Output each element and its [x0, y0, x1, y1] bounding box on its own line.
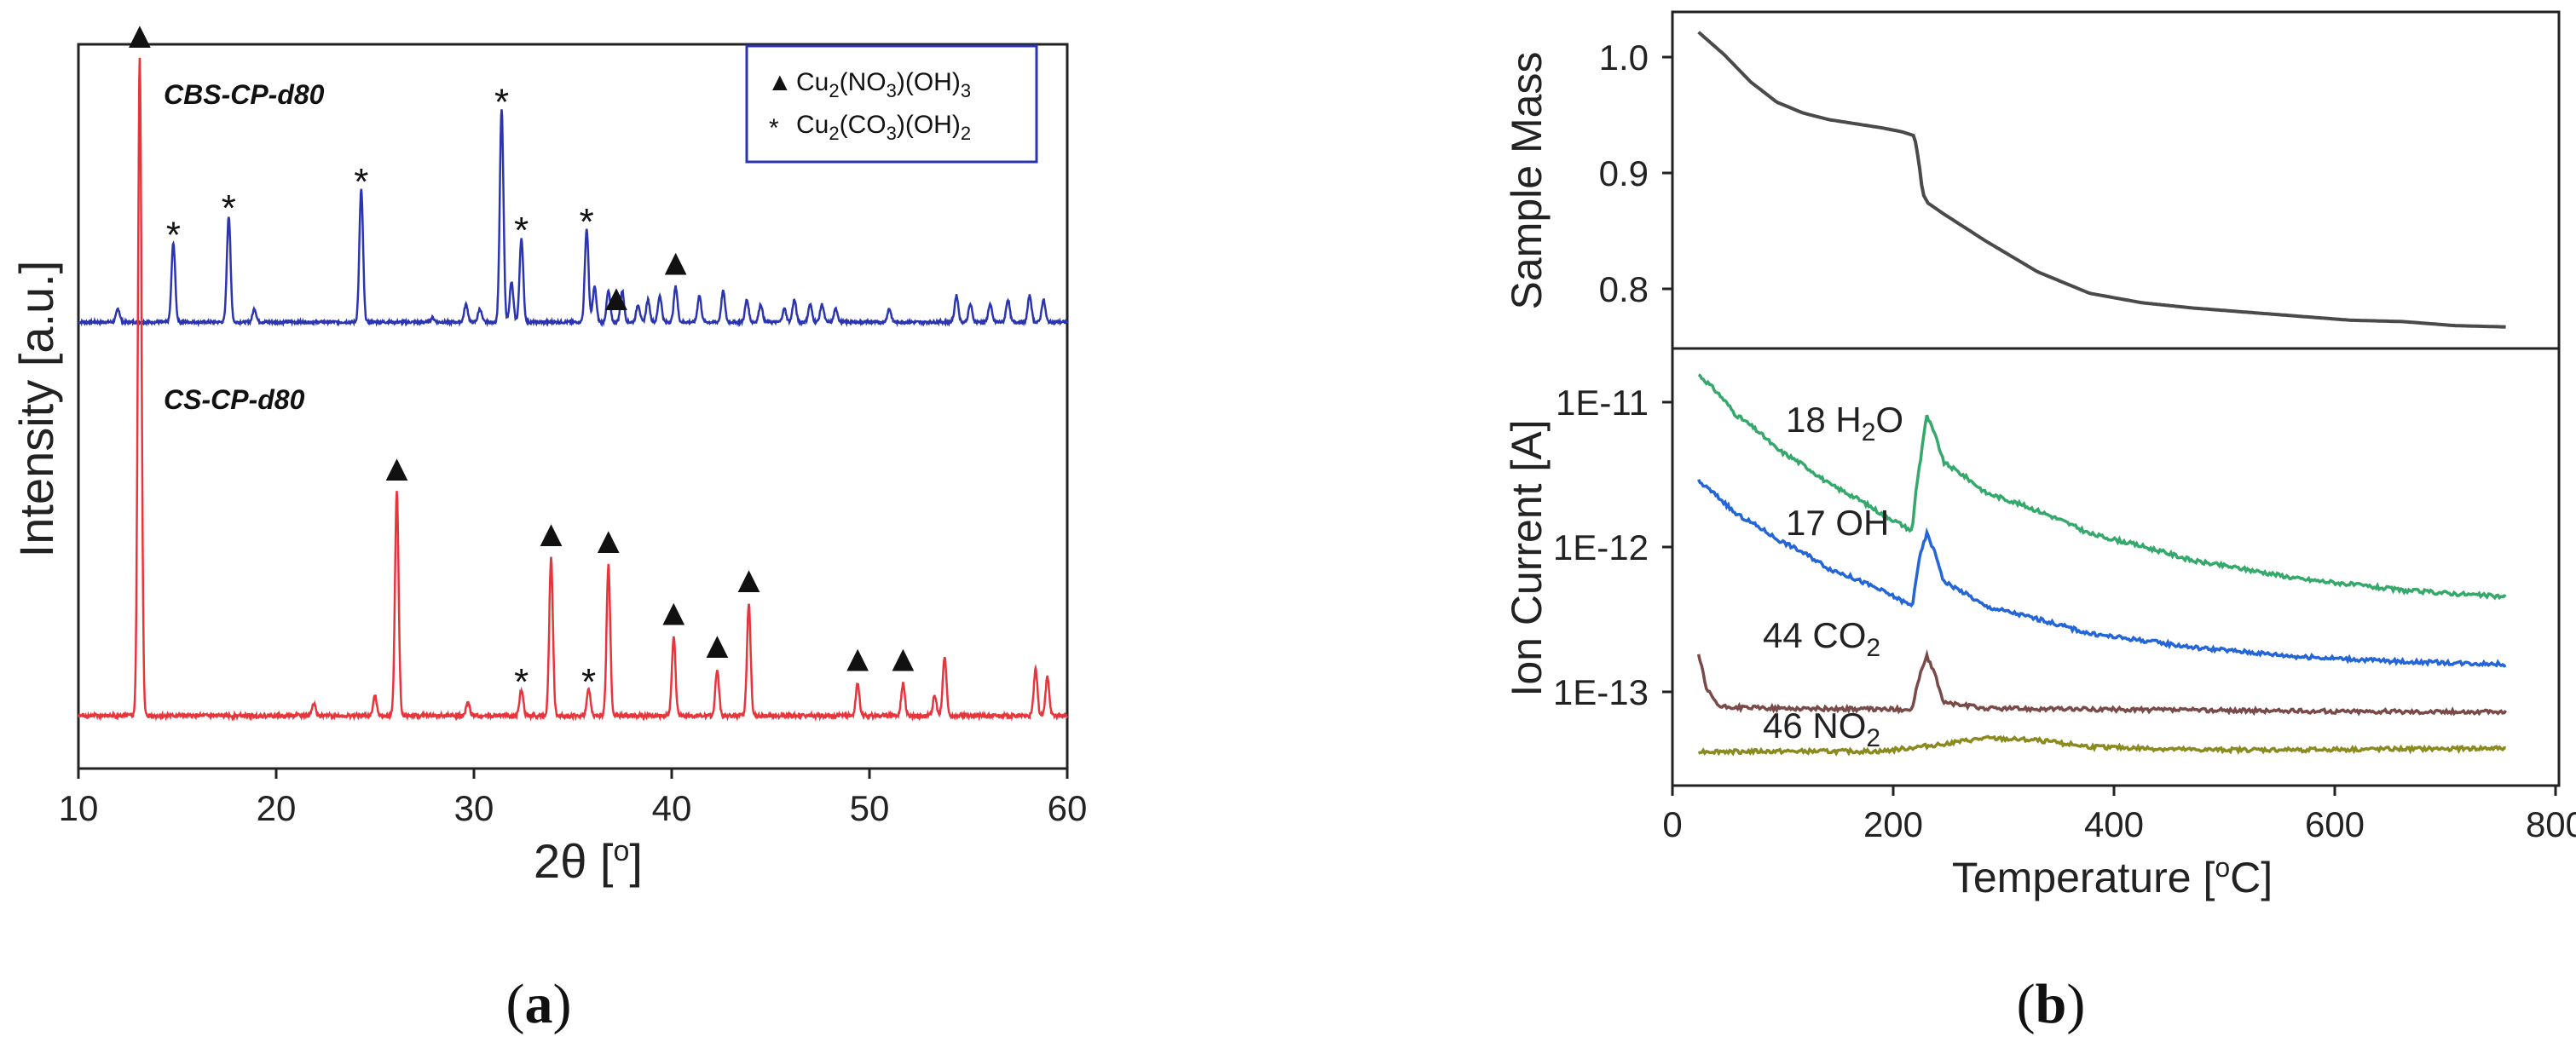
triangle-marker-icon: ▲ [533, 513, 570, 555]
asterisk-marker-icon: * [222, 187, 236, 229]
triangle-marker-icon: ▲ [657, 241, 695, 283]
series-line-18-h2o [1697, 373, 2507, 601]
asterisk-marker-icon: * [581, 661, 596, 703]
series-line-cs-cp-d80 [78, 57, 1069, 723]
series-line-sample-mass [1697, 31, 2506, 329]
trace-label-44-co2: 44 CO2 [1763, 615, 1880, 662]
series-label-cs-cp-d80: CS-CP-d80 [164, 384, 305, 415]
peak-markers: ▲***** *▲▲▲*▲*▲▲▲▲▲ ▲ [121, 14, 921, 703]
triangle-marker-icon: ▲ [121, 14, 159, 56]
panel-b-bottom-y-ticks: 1E-11 1E-12 1E-13 [1553, 383, 1672, 712]
asterisk-marker-icon: * [494, 81, 509, 123]
panel-a-x-ticks: 10 20 30 40 50 60 [59, 769, 1088, 828]
triangle-marker-icon: ▲ [699, 625, 736, 666]
panel-b: 1.0 0.9 0.8 1E-11 1E-12 1E-13 0 200 400 … [1503, 10, 2576, 1035]
x-tick-label: 400 [2084, 804, 2144, 844]
triangle-marker-icon: ▲ [378, 447, 416, 489]
triangle-marker-icon: ▲ [731, 559, 768, 601]
x-tick-label: 200 [1863, 804, 1923, 844]
panel-b-caption: (b) [2017, 973, 2086, 1035]
trace-label-46-no2: 46 NO2 [1763, 705, 1880, 752]
panel-b-x-ticks: 0 200 400 600 800 [1662, 786, 2576, 844]
asterisk-marker-icon: * [580, 201, 594, 243]
series-line-46-no2 [1697, 734, 2506, 757]
legend: ▲ Cu2(NO3)(OH)3 * Cu2(CO3)(OH)2 [745, 44, 1038, 164]
series-line-17-oh [1697, 479, 2507, 668]
legend-triangle-icon: ▲ [767, 68, 793, 96]
x-tick-label: 800 [2526, 804, 2576, 844]
panel-a: 10 20 30 40 50 60 2θ [o] Intensity [a.u.… [9, 14, 1087, 1035]
x-tick-label: 30 [454, 788, 494, 828]
panel-a-y-axis-title: Intensity [a.u.] [9, 261, 63, 558]
series-label-cbs-cp-d80: CBS-CP-d80 [164, 79, 325, 110]
asterisk-marker-icon: * [354, 161, 368, 203]
panel-b-bottom-y-axis-title: Ion Current [A] [1503, 419, 1551, 696]
legend-box [745, 44, 1038, 164]
triangle-marker-icon: ▲ [598, 277, 635, 319]
panel-b-top-y-axis-title: Sample Mass [1503, 52, 1551, 310]
asterisk-marker-icon: * [514, 661, 528, 703]
panel-b-top-y-ticks: 1.0 0.9 0.8 [1599, 37, 1672, 309]
x-tick-label: 10 [59, 788, 99, 828]
panel-a-caption: (a) [506, 973, 572, 1035]
triangle-marker-icon: ▲ [656, 592, 693, 634]
y-tick-label: 1.0 [1599, 37, 1649, 78]
x-tick-label: 20 [257, 788, 297, 828]
panel-a-frame [77, 43, 1069, 770]
asterisk-marker-icon: * [514, 210, 528, 251]
y-tick-label: 1E-13 [1553, 672, 1649, 712]
x-tick-label: 40 [652, 788, 692, 828]
y-tick-label: 0.9 [1599, 153, 1649, 193]
legend-asterisk-icon: * [769, 114, 779, 142]
panel-b-frame [1671, 10, 2561, 787]
trace-label-18-h2o: 18 H2O [1786, 400, 1903, 446]
triangle-marker-icon: ▲ [590, 520, 627, 561]
series-line-cbs-cp-d80 [78, 109, 1069, 328]
x-tick-label: 600 [2305, 804, 2365, 844]
y-tick-label: 1E-11 [1556, 383, 1649, 423]
trace-label-17-oh: 17 OH [1786, 503, 1889, 543]
series-line-44-co2 [1696, 648, 2508, 717]
y-tick-label: 1E-12 [1553, 527, 1649, 567]
triangle-marker-icon: ▲ [839, 638, 876, 680]
x-tick-label: 0 [1662, 804, 1682, 844]
panel-a-x-axis-title: 2θ [o] [534, 834, 643, 888]
asterisk-marker-icon: * [166, 214, 181, 256]
x-tick-label: 60 [1048, 788, 1088, 828]
x-tick-label: 50 [850, 788, 890, 828]
panel-b-x-axis-title: Temperature [oC] [1952, 852, 2273, 901]
y-tick-label: 0.8 [1599, 269, 1649, 309]
triangle-marker-icon: ▲ [885, 638, 922, 680]
legend-entry-cu2co3oh2: Cu2(CO3)(OH)2 [796, 111, 971, 144]
legend-entry-cu2no3oh3: Cu2(NO3)(OH)3 [796, 68, 971, 101]
